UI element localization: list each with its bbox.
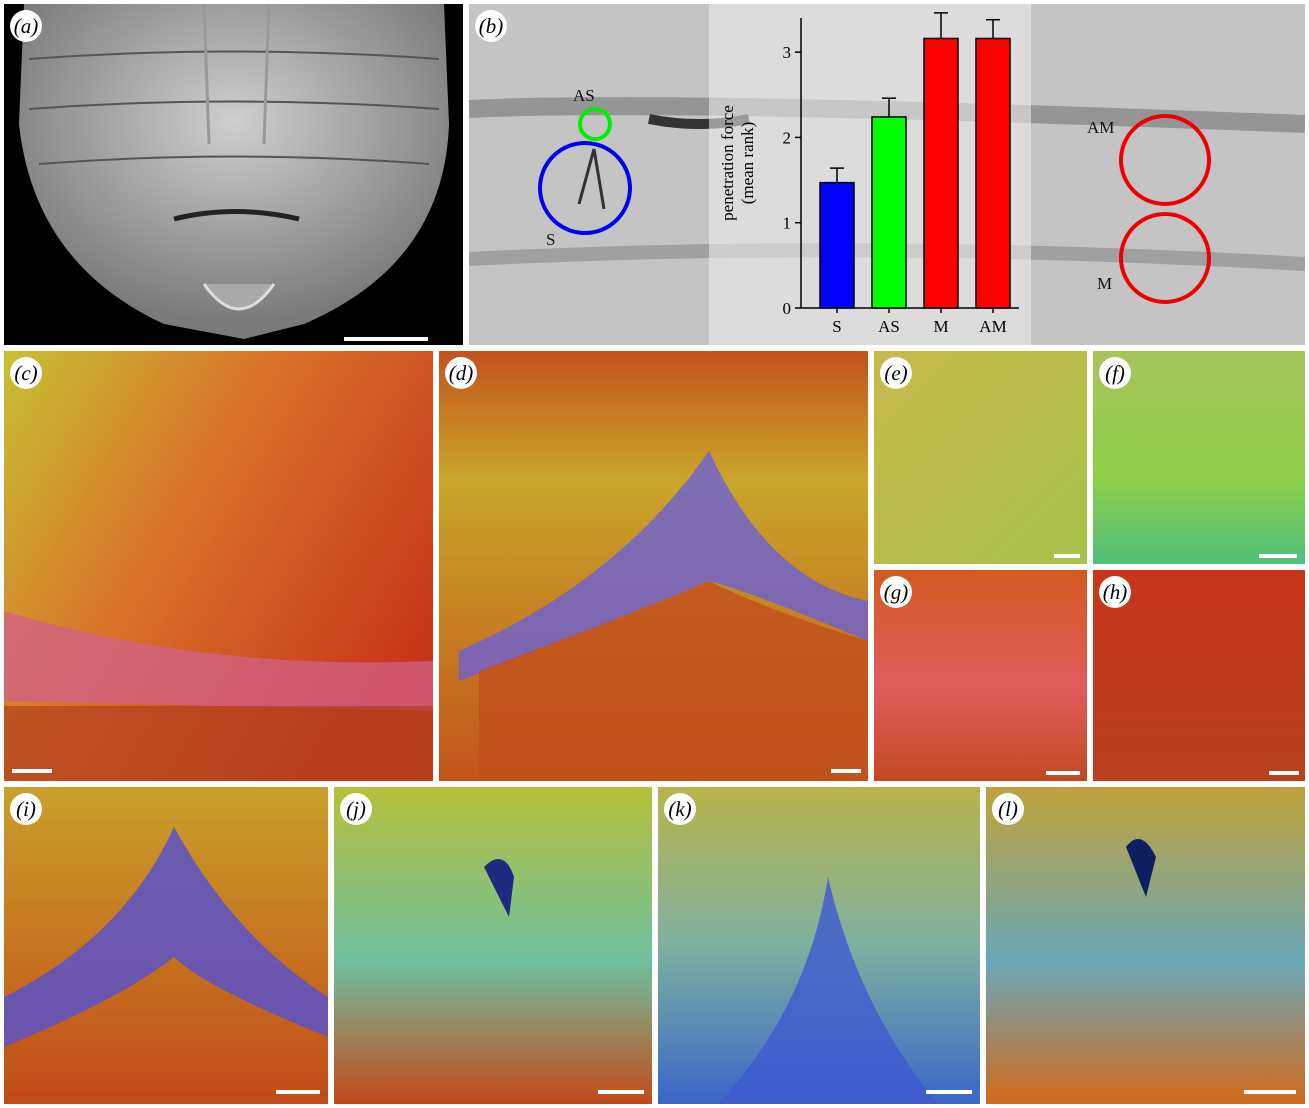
panel-j: (j) [334,787,652,1104]
panel-label: (k) [664,793,696,825]
panel-l: (l) [986,787,1305,1104]
y-tick-label: 1 [783,214,792,233]
confocal-image [4,351,433,781]
panel-a: (a) [4,4,463,345]
y-axis-label: penetration force [718,105,737,221]
confocal-image [4,787,328,1104]
scale-bar [1269,771,1299,775]
panel-i: (i) [4,787,328,1104]
panel-d: (d) [439,351,868,781]
scale-bar [344,337,428,341]
region-circles [538,107,1211,304]
y-tick-label: 3 [783,43,792,62]
bar-s [819,181,855,309]
panel-label: (l) [992,793,1024,825]
m-region-circle [1119,212,1211,304]
panel-f: (f) [1093,351,1305,564]
x-tick-label: AM [979,317,1006,336]
panel-label: (c) [10,357,42,389]
am-label: AM [1087,118,1115,137]
scale-bar [831,769,861,773]
as-region-circle [578,107,612,141]
s-label: S [546,230,556,249]
x-tick-label: S [832,317,841,336]
panel-h: (h) [1093,570,1305,781]
y-axis-label: (mean rank) [738,122,757,205]
m-label: M [1097,274,1113,293]
scale-bar [276,1090,320,1094]
panel-k: (k) [658,787,980,1104]
bar-chart-svg: 0 1 2 3 penetration force (mean rank) S AS M AM [718,12,1019,336]
confocal-image [334,787,652,1104]
panel-g: (g) [874,570,1087,781]
am-region-circle [1119,114,1211,206]
bar-m [923,37,959,309]
scale-bar [1244,1090,1296,1094]
panel-b: (b) AS S AM M [469,4,1305,345]
confocal-image [874,351,1087,564]
as-label: AS [573,86,595,105]
scale-bar [12,769,52,773]
scale-bar [1054,554,1080,558]
panel-label: (f) [1099,357,1131,389]
panel-label: (g) [880,576,912,608]
panel-label: (d) [445,357,477,389]
panel-e: (e) [874,351,1087,564]
scale-bar [598,1090,644,1094]
x-tick-label: AS [878,317,900,336]
panel-label: (a) [10,10,42,42]
confocal-image [658,787,980,1104]
s-region-circle [538,141,632,235]
sem-abdomen-image [19,4,449,339]
confocal-image [874,570,1087,781]
bar-am [975,37,1011,309]
x-tick-label: M [933,317,948,336]
confocal-image [986,787,1305,1104]
confocal-image [439,351,868,781]
confocal-image [1093,351,1305,564]
panel-c: (c) [4,351,433,781]
panel-label: (i) [10,793,42,825]
panel-label: (b) [475,10,507,42]
y-tick-label: 0 [783,299,792,318]
bar-chart: 0 1 2 3 penetration force (mean rank) S AS M AM [709,4,1031,345]
scale-bar [1046,771,1080,775]
panel-label: (h) [1099,576,1131,608]
panel-label: (e) [880,357,912,389]
confocal-image [1093,570,1305,781]
y-tick-label: 2 [783,128,792,147]
scale-bar [1259,554,1297,558]
scale-bar [926,1090,972,1094]
panel-label: (j) [340,793,372,825]
